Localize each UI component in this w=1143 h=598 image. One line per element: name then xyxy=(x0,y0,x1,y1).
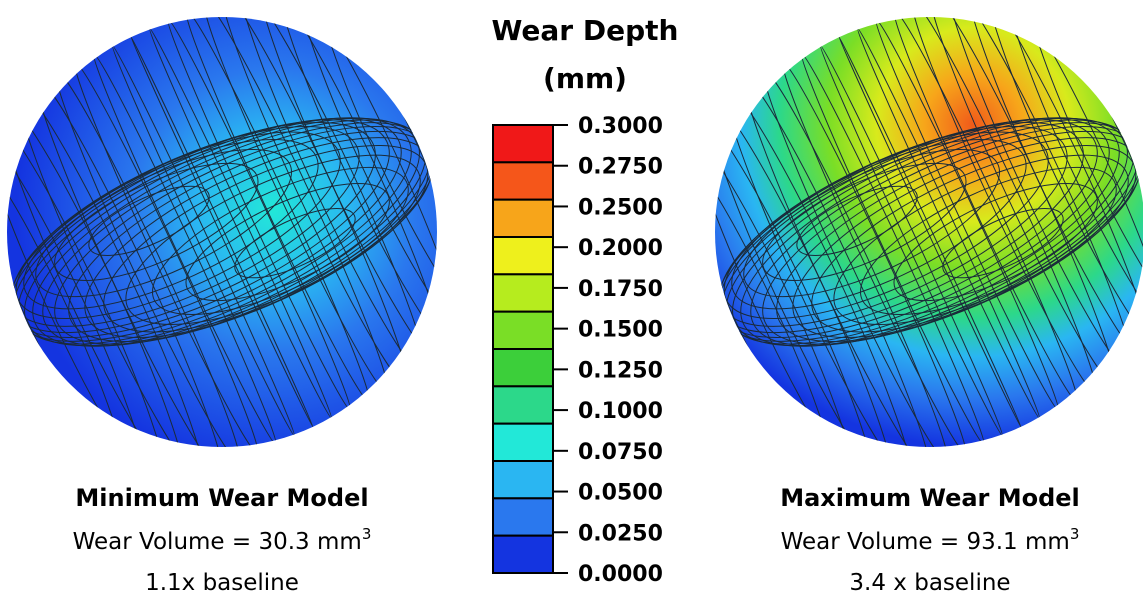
mesh-line xyxy=(715,105,877,447)
mesh-line xyxy=(1001,17,1143,350)
caption: 3.4 x baseline xyxy=(849,570,1010,596)
legend-swatch xyxy=(492,198,554,239)
legend-label: 0.2000 xyxy=(578,236,663,261)
legend: Wear Depth (mm) 0.3000 0.2750 0.2500 0.2000… xyxy=(492,14,679,587)
legend-swatch xyxy=(492,348,554,388)
mesh-line xyxy=(88,185,210,256)
mesh-line xyxy=(796,185,918,256)
mesh-line xyxy=(833,154,1129,325)
legend-label: 0.0500 xyxy=(578,481,663,506)
legend-swatch xyxy=(492,534,554,575)
mesh-line xyxy=(185,183,390,302)
legend-swatch xyxy=(492,310,554,350)
mesh-line xyxy=(130,36,314,428)
caption-title: Maximum Wear Model xyxy=(780,484,1080,512)
mesh-line xyxy=(293,17,437,350)
mesh-line xyxy=(125,154,421,325)
legend-swatch xyxy=(492,385,554,425)
legend-label: 0.1250 xyxy=(578,358,663,383)
volume: Wear Volume = 30.3 mm xyxy=(73,529,362,555)
legend-swatch xyxy=(492,422,554,462)
mesh-line xyxy=(234,208,356,279)
legend-label: 0.0000 xyxy=(578,562,663,587)
mesh-line xyxy=(258,17,437,368)
legend-swatch xyxy=(492,273,554,313)
superscript: 3 xyxy=(362,525,372,543)
legend-label: 0.2500 xyxy=(578,195,663,220)
mesh-line xyxy=(152,166,409,316)
mesh-line xyxy=(7,122,133,447)
volume: Wear Volume = 93.1 mm xyxy=(781,529,1070,555)
mesh-line xyxy=(715,114,859,447)
mesh-line xyxy=(7,105,169,447)
max-sphere xyxy=(715,17,1143,447)
mesh-line xyxy=(893,183,1098,302)
mesh-line xyxy=(1019,17,1143,342)
caption: Wear Volume = 93.1 mm3 xyxy=(781,525,1080,555)
legend-label: 0.0750 xyxy=(578,440,663,465)
legend-title: (mm) xyxy=(543,62,627,95)
mesh-line xyxy=(311,17,437,342)
caption: 1.1x baseline xyxy=(145,570,299,596)
legend-title: Wear Depth xyxy=(492,14,679,47)
legend-label: 0.2750 xyxy=(578,155,663,180)
mesh-line xyxy=(715,122,841,447)
mesh-line xyxy=(7,114,151,447)
legend-swatch xyxy=(492,460,554,500)
legend-swatch xyxy=(492,124,554,164)
legend-label: 0.0250 xyxy=(578,521,663,546)
mesh-line xyxy=(275,17,437,359)
mesh-line xyxy=(966,17,1143,368)
legend-swatch xyxy=(492,236,554,276)
mesh-line xyxy=(731,139,1027,310)
legend-swatch xyxy=(492,497,554,537)
mesh-line xyxy=(24,117,420,347)
caption-title: Minimum Wear Model xyxy=(75,484,368,512)
legend-label: 0.1750 xyxy=(578,277,663,302)
mesh-line xyxy=(838,36,1022,428)
mesh-line xyxy=(942,208,1064,279)
mesh-line xyxy=(860,166,1117,316)
legend-label: 0.3000 xyxy=(578,114,663,139)
caption: Wear Volume = 30.3 mm3 xyxy=(73,525,372,555)
mesh-line xyxy=(983,17,1143,359)
legend-swatch xyxy=(492,161,554,201)
superscript: 3 xyxy=(1070,525,1080,543)
legend-label: 0.1500 xyxy=(578,318,663,343)
legend-label: 0.1000 xyxy=(578,399,663,424)
mesh-line xyxy=(23,139,319,310)
